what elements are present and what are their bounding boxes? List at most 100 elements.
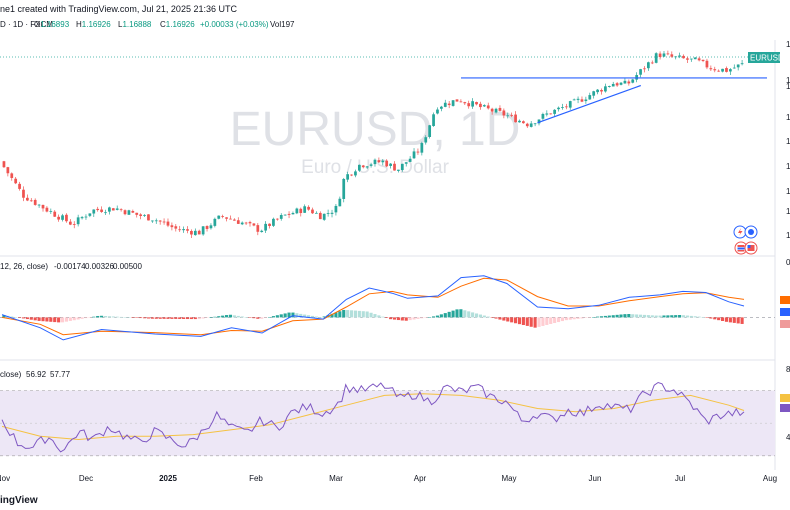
rsi-pane[interactable] (0, 381, 775, 457)
watermark-name: Euro / U.S. Dollar (301, 157, 449, 178)
price-axis-label: 1 (786, 113, 790, 122)
candle (561, 103, 564, 110)
calendar-icon[interactable] (744, 241, 758, 255)
macd-histogram-bar (287, 312, 291, 318)
candle (596, 88, 599, 95)
candle (307, 205, 310, 211)
macd-histogram-bar (162, 317, 166, 319)
macd-histogram-bar (693, 316, 697, 318)
price-pane[interactable] (0, 50, 775, 238)
time-axis-label: Aug (763, 474, 777, 483)
macd-histogram-bar (166, 317, 170, 319)
time-axis-label: Jul (675, 474, 685, 483)
drawing-annotations[interactable] (461, 77, 767, 124)
candle (190, 229, 193, 238)
macd-histogram-bar (713, 317, 717, 320)
macd-histogram-bar (514, 317, 518, 324)
candle (361, 164, 365, 169)
candle (717, 69, 721, 72)
price-axis-label: 1 (786, 137, 790, 146)
candle (369, 162, 373, 168)
macd-histogram-bar (721, 317, 725, 321)
candle (377, 157, 381, 164)
macd-histogram-bar (154, 317, 158, 319)
macd-histogram-bar (709, 317, 713, 319)
candle (510, 112, 514, 118)
candle (256, 223, 260, 236)
macd-histogram-bar (717, 317, 721, 321)
macd-histogram-bar (498, 317, 502, 320)
candle (240, 221, 244, 226)
candle (29, 198, 33, 202)
candle (525, 122, 529, 128)
time-axis-label: Apr (414, 474, 427, 483)
candle (494, 107, 498, 114)
ascending-trendline[interactable] (537, 84, 641, 124)
candle (115, 205, 119, 211)
candle (455, 99, 459, 102)
candle (162, 218, 166, 225)
candle (334, 203, 338, 216)
price-axis-label: 1 (786, 187, 790, 196)
candle (436, 107, 439, 115)
macd-histogram-bar (541, 317, 545, 326)
candle (18, 181, 21, 191)
target-icon[interactable] (744, 225, 758, 239)
time-axis[interactable]: Nov Dec 2025 Feb Mar Apr May Jun Jul Aug (0, 474, 777, 483)
macd-histogram-bar (494, 317, 498, 319)
candle (291, 211, 295, 215)
macd-histogram-bar (64, 317, 69, 322)
macd-histogram-bar (45, 317, 49, 322)
macd-value-box (780, 296, 790, 304)
candle (260, 229, 264, 233)
macd-histogram-bar (139, 317, 143, 319)
time-axis-label: Jun (589, 474, 602, 483)
macd-histogram-bar (49, 317, 53, 322)
macd-histogram-bar (201, 317, 205, 319)
macd-histogram-bar (119, 316, 123, 318)
macd-histogram-bar (342, 309, 346, 318)
candle (49, 208, 53, 215)
price-axis[interactable]: 11111111100854 (780, 40, 790, 442)
macd-histogram-bar (178, 317, 182, 319)
candle (33, 198, 37, 206)
candle (272, 217, 275, 227)
macd-histogram-bar (303, 314, 307, 318)
candle (68, 219, 72, 226)
candle (193, 228, 197, 236)
candle (666, 50, 670, 56)
macd-pane[interactable] (0, 275, 775, 341)
candle (346, 171, 350, 183)
candle (186, 226, 189, 234)
candle (229, 215, 232, 220)
candle (580, 96, 584, 103)
candle (108, 206, 111, 215)
candle (178, 225, 182, 232)
macd-histogram-bar (638, 314, 643, 318)
candle (479, 101, 482, 110)
chart-icons[interactable] (733, 225, 758, 255)
macd-histogram-bar (740, 317, 744, 324)
macd-histogram-bar (451, 310, 455, 318)
macd-histogram-bar (127, 317, 131, 318)
candle (139, 213, 143, 220)
macd-histogram-bar (373, 314, 377, 318)
macd-histogram-bar (123, 317, 127, 318)
lightning-icon[interactable] (733, 225, 747, 239)
macd-axis-label: 0 (786, 258, 790, 267)
macd-histogram (2, 309, 744, 328)
ohlc-l: L1.16888 (118, 20, 152, 29)
macd-histogram-bar (385, 317, 389, 318)
candle (6, 166, 10, 177)
candle (350, 174, 353, 177)
macd-histogram-bar (146, 317, 151, 319)
candle (244, 221, 248, 226)
candle (475, 101, 478, 106)
candle (326, 209, 330, 217)
price-axis-label: 1 (786, 207, 790, 216)
macd-histogram-bar (135, 317, 139, 318)
legend-row: D · 1D · FXCM O1.16893 H1.16926 L1.16888 C1… (0, 20, 295, 29)
macd-histogram-bar (205, 317, 209, 318)
